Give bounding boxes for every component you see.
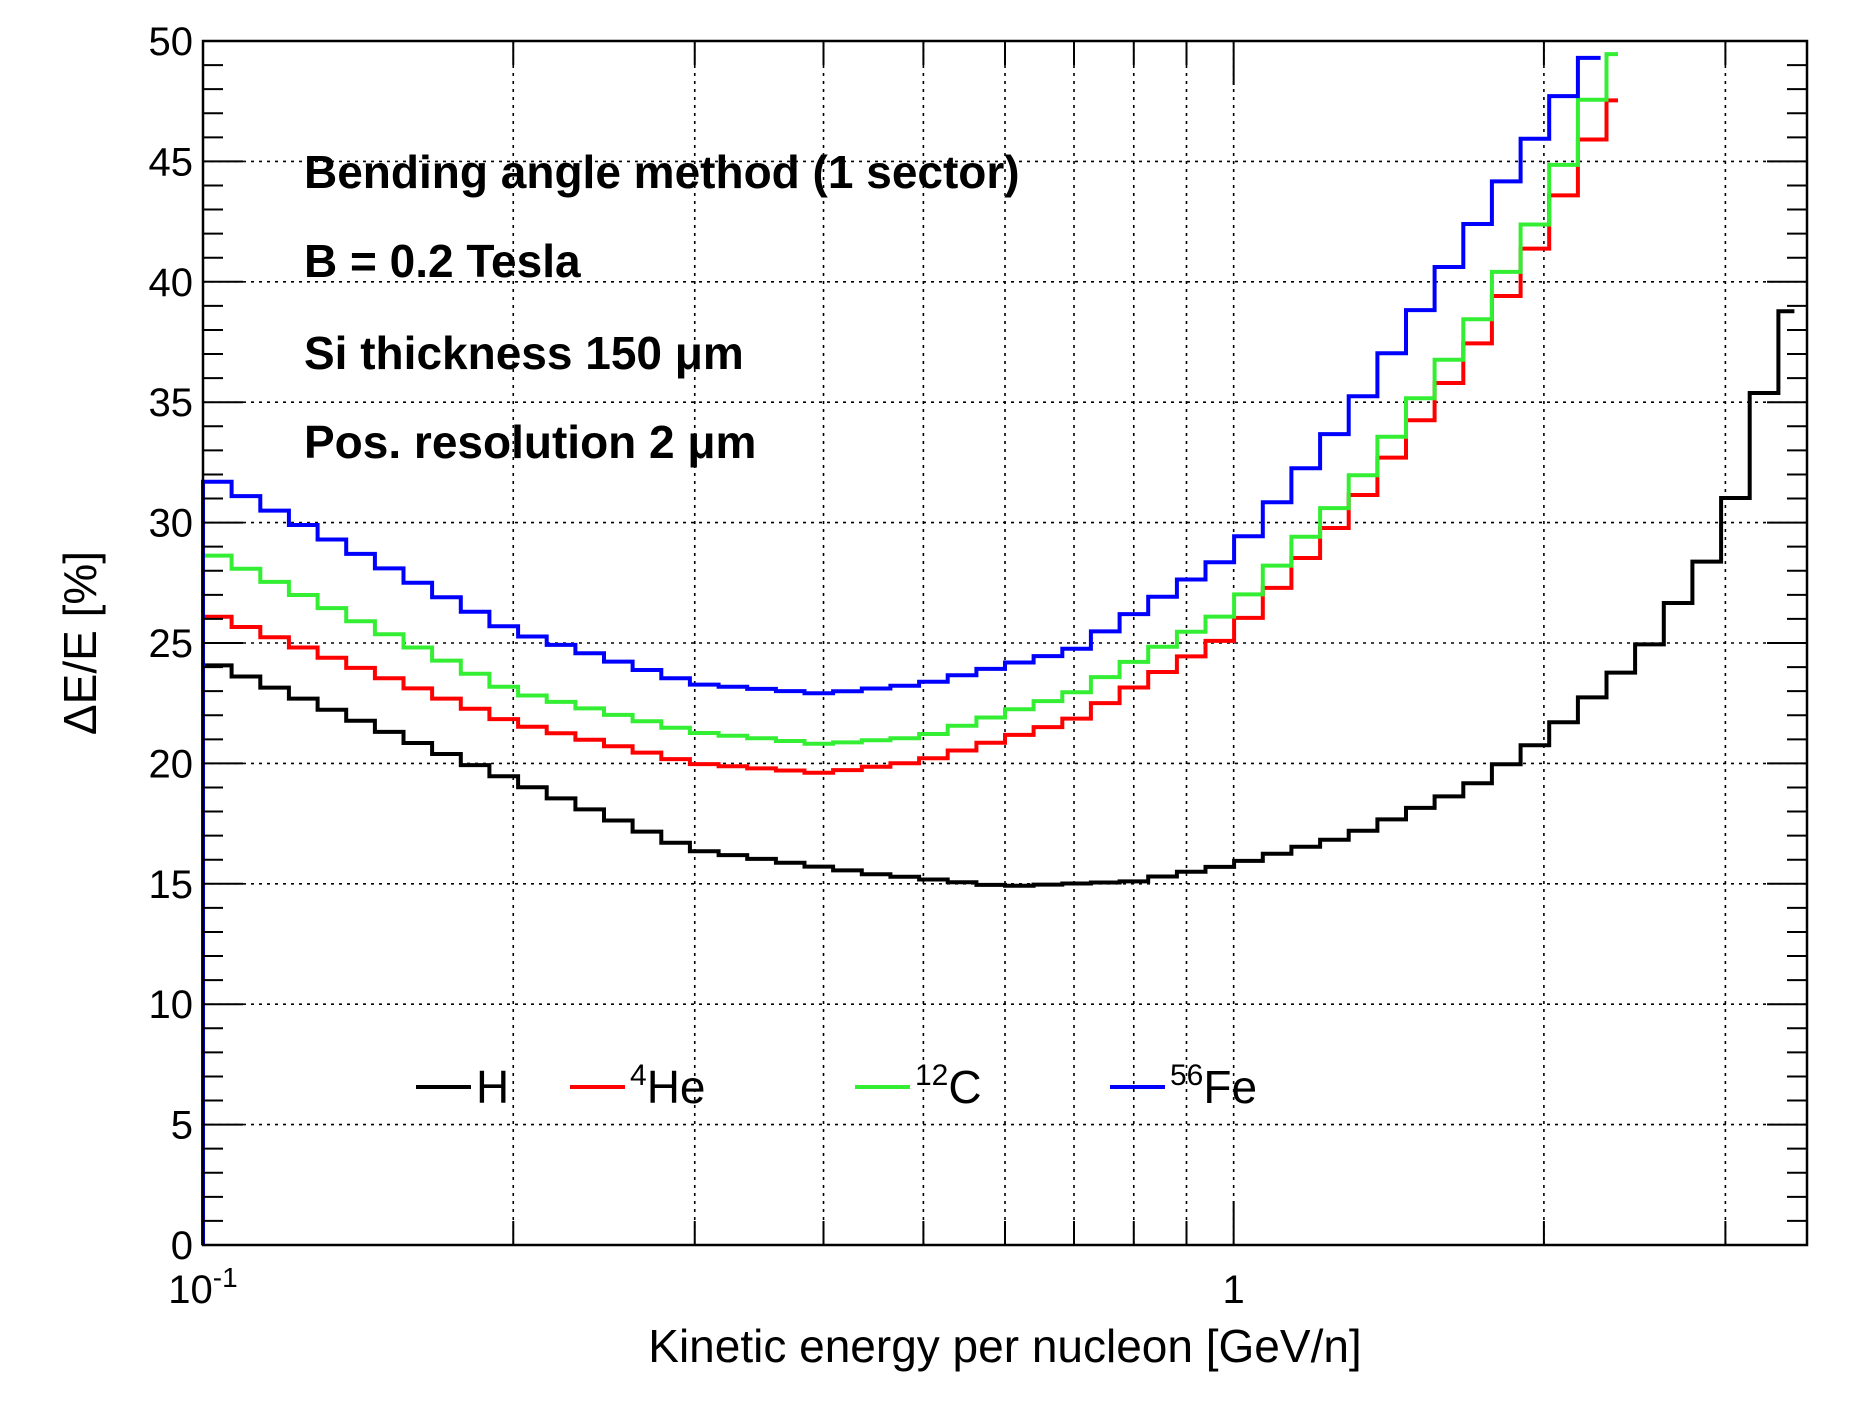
annotation-thickness: Si thickness 150 μm — [304, 327, 744, 379]
annotation-resolution: Pos. resolution 2 μm — [304, 416, 756, 468]
legend: H 4He 12C 56Fe — [416, 1059, 1257, 1113]
series-he-line — [201, 98, 1618, 1245]
series-h-line — [201, 309, 1795, 1245]
x-tick-label: 10-1 — [168, 1262, 237, 1312]
legend-label-fe: 56Fe — [1170, 1059, 1257, 1113]
y-tick-label: 10 — [149, 983, 194, 1027]
legend-label-c: 12C — [915, 1059, 982, 1113]
y-tick-label: 0 — [171, 1224, 193, 1268]
x-axis-title: Kinetic energy per nucleon [GeV/n] — [648, 1320, 1361, 1372]
y-tick-label: 45 — [149, 140, 194, 184]
annotation-method: Bending angle method (1 sector) — [304, 146, 1020, 198]
legend-label-h: H — [476, 1061, 509, 1113]
series-c-line — [201, 52, 1618, 1245]
y-tick-label: 40 — [149, 261, 194, 305]
annotation-field: B = 0.2 Tesla — [304, 235, 581, 287]
annotations: Bending angle method (1 sector) B = 0.2 … — [304, 146, 1020, 468]
grid — [203, 41, 1807, 1245]
series-layer — [201, 52, 1795, 1245]
axis-ticks — [202, 40, 1807, 1246]
y-tick-label: 35 — [149, 381, 194, 425]
y-tick-label: 20 — [149, 742, 194, 786]
x-tick-label: 1 — [1223, 1268, 1245, 1312]
y-tick-label: 5 — [171, 1104, 193, 1148]
y-tick-label: 15 — [149, 863, 194, 907]
series-fe-line — [201, 55, 1601, 1245]
y-tick-label: 25 — [149, 622, 194, 666]
y-axis-title: ΔE/E [%] — [54, 551, 106, 735]
y-tick-label: 30 — [149, 502, 194, 546]
tick-labels: 0 5 10 15 20 25 30 35 40 45 50 10-1 1 — [149, 20, 1245, 1312]
legend-label-he: 4He — [630, 1059, 706, 1113]
y-tick-label: 50 — [149, 20, 194, 64]
